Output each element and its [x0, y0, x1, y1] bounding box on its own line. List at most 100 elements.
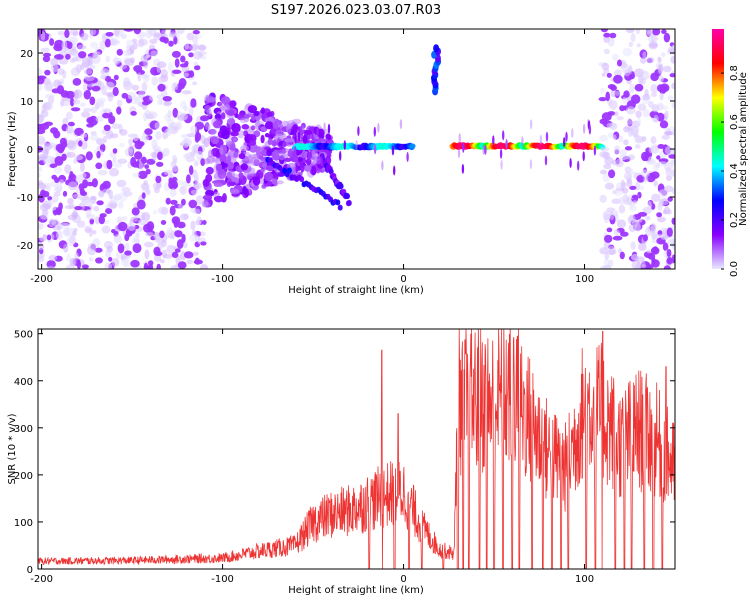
heatmap-noise-cell [128, 144, 134, 153]
heatmap-noise-cell [183, 251, 194, 259]
heatmap-noise-cell [80, 133, 87, 138]
heatmap-noise-cell [631, 260, 641, 269]
heatmap-noise-cell [42, 101, 52, 111]
heatmap-noise-cell [161, 249, 167, 258]
heatmap-noise-cell [180, 100, 187, 109]
heatmap-noise-cell [72, 78, 82, 86]
heatmap-noise-cell [175, 31, 181, 39]
heatmap-noise-cell [123, 77, 131, 87]
heatmap-noise-cell [661, 134, 670, 140]
heatmap-noise-cell [40, 47, 50, 53]
heatmap-noise-cell [652, 29, 661, 36]
heatmap-noise-cell [72, 193, 82, 199]
heatmap-noise-cell [640, 260, 646, 268]
heatmap-flare-cell [563, 137, 566, 147]
heatmap-noise-cell [119, 129, 128, 136]
heatmap-noise-cell [145, 168, 151, 175]
heatmap-noise-cell [650, 84, 658, 94]
heatmap-noise-cell [619, 251, 625, 260]
heatmap-noise-cell [73, 158, 78, 164]
heatmap-noise-cell [194, 65, 201, 71]
heatmap-noise-cell [53, 130, 61, 139]
heatmap-noise-cell [149, 38, 158, 45]
heatmap-noise-cell [119, 158, 126, 164]
heatmap-noise-cell [38, 173, 41, 178]
heatmap-noise-cell [38, 135, 46, 145]
heatmap-noise-cell [598, 97, 607, 102]
heatmap-noise-cell [98, 190, 105, 198]
heatmap-band-cell [257, 160, 268, 168]
heatmap-noise-cell [660, 235, 669, 240]
heatmap-noise-cell [193, 208, 201, 214]
heatmap-noise-cell [131, 207, 140, 216]
heatmap-noise-cell [116, 179, 127, 188]
heatmap-noise-cell [601, 112, 612, 122]
heatmap-noise-cell [188, 199, 198, 209]
heatmap-noise-cell [659, 92, 664, 101]
heatmap-noise-cell [132, 243, 142, 254]
colorbar-tick-label: 0.6 [729, 114, 740, 130]
heatmap-noise-cell [85, 151, 93, 161]
heatmap-flare-cell [505, 139, 508, 149]
heatmap-noise-cell [199, 263, 209, 269]
heatmap-noise-cell [599, 146, 610, 152]
heatmap-noise-cell [179, 213, 189, 221]
heatmap-flare-cell [294, 133, 297, 144]
heatmap-noise-cell [62, 243, 69, 253]
heatmap-noise-cell [174, 248, 181, 253]
snr-ytick-label: 400 [14, 377, 33, 388]
heatmap-noise-cell [637, 103, 647, 111]
heatmap-noise-cell [200, 158, 206, 167]
heatmap-noise-cell [144, 164, 150, 170]
heatmap-noise-cell [660, 227, 668, 232]
heatmap-noise-cell [618, 196, 625, 205]
heatmap-noise-cell [630, 127, 639, 135]
spectrogram-xtick-label: 0 [400, 274, 406, 285]
heatmap-band-cell [287, 148, 294, 158]
heatmap-band-cell [250, 125, 256, 131]
heatmap-noise-cell [192, 30, 200, 35]
heatmap-noise-cell [634, 138, 644, 144]
heatmap-noise-cell [116, 106, 122, 115]
heatmap-noise-cell [650, 136, 657, 145]
heatmap-noise-cell [53, 166, 63, 174]
heatmap-noise-cell [45, 93, 55, 99]
heatmap-noise-cell [68, 181, 78, 191]
heatmap-noise-cell [79, 172, 87, 179]
heatmap-noise-cell [648, 146, 654, 154]
heatmap-flare-cell [458, 133, 461, 143]
heatmap-noise-cell [631, 194, 639, 199]
heatmap-noise-cell [95, 115, 104, 123]
heatmap-noise-cell [662, 242, 669, 251]
heatmap-noise-cell [663, 206, 671, 215]
heatmap-noise-cell [153, 232, 160, 241]
heatmap-band-cell [226, 155, 232, 164]
heatmap-noise-cell [54, 177, 60, 184]
heatmap-noise-cell [630, 33, 636, 43]
heatmap-noise-cell [637, 185, 645, 191]
heatmap-noise-cell [620, 231, 629, 237]
heatmap-noise-cell [172, 69, 182, 75]
heatmap-band-cell [271, 141, 277, 147]
heatmap-streak-cell [338, 183, 344, 190]
heatmap-noise-cell [89, 218, 95, 225]
heatmap-noise-cell [66, 236, 76, 247]
heatmap-noise-cell [171, 50, 181, 58]
heatmap-band-cell [317, 128, 325, 137]
heatmap-noise-cell [165, 197, 171, 205]
heatmap-flare-cell [308, 151, 311, 162]
heatmap-band-cell [264, 117, 275, 123]
heatmap-noise-cell [657, 56, 662, 63]
heatmap-noise-cell [46, 234, 52, 241]
heatmap-noise-cell [643, 234, 648, 242]
heatmap-noise-cell [70, 97, 75, 107]
heatmap-noise-cell [62, 190, 68, 197]
heatmap-noise-cell [624, 146, 633, 151]
heatmap-noise-cell [53, 43, 63, 52]
heatmap-noise-cell [54, 156, 64, 166]
heatmap-noise-cell [81, 199, 92, 206]
heatmap-band-cell [230, 131, 239, 137]
heatmap-noise-cell [665, 167, 672, 177]
heatmap-noise-cell [80, 32, 89, 41]
heatmap-noise-cell [620, 179, 625, 190]
